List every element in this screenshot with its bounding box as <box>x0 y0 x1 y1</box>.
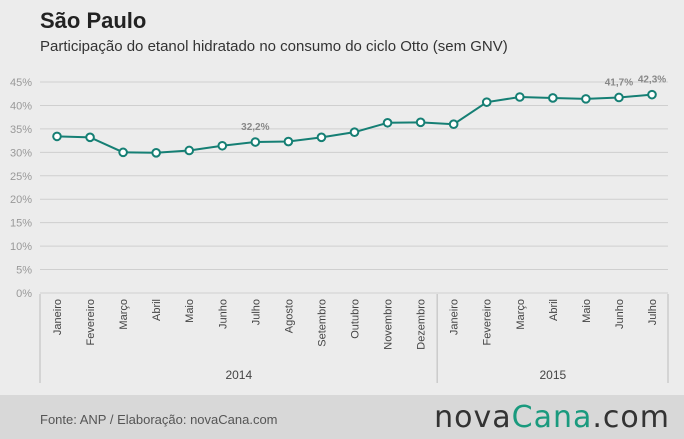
y-tick-label: 10% <box>10 241 32 253</box>
data-point <box>481 97 492 107</box>
brand-part-com: .com <box>592 400 670 435</box>
x-tick-label: Julho <box>647 299 659 325</box>
y-tick-label: 15% <box>10 218 32 230</box>
x-group-label: 2014 <box>225 368 252 382</box>
data-point <box>184 145 195 156</box>
x-tick-label: Fevereiro <box>85 299 97 345</box>
x-tick-label: Maio <box>184 299 196 323</box>
x-tick-label: Maio <box>581 299 593 323</box>
data-point <box>349 127 360 137</box>
y-tick-label: 45% <box>10 77 32 89</box>
y-tick-label: 40% <box>10 100 32 112</box>
y-tick-label: 25% <box>10 171 32 183</box>
data-point <box>382 117 393 128</box>
x-tick-label: Fevereiro <box>482 299 494 345</box>
data-point <box>448 119 459 129</box>
data-point <box>283 136 294 147</box>
y-tick-label: 5% <box>16 265 32 277</box>
y-tick-label: 35% <box>10 124 32 136</box>
x-tick-label: Abril <box>548 299 560 321</box>
data-label: 32,2% <box>241 122 269 133</box>
data-point <box>316 132 327 143</box>
data-point <box>217 140 228 151</box>
data-point <box>85 132 95 143</box>
x-tick-label: Novembro <box>383 299 395 350</box>
data-point <box>250 137 261 147</box>
series-line <box>56 93 653 154</box>
x-tick-label: Junho <box>614 299 626 329</box>
x-tick-label: Outubro <box>350 299 362 339</box>
data-point <box>548 93 558 103</box>
data-label: 41,7% <box>605 77 633 88</box>
x-group-label: 2015 <box>539 368 566 382</box>
brand-logo: novaCana.com <box>434 400 670 435</box>
brand-part-cana: Cana <box>511 400 593 435</box>
y-tick-label: 20% <box>10 194 32 206</box>
line-chart: 0% 5% 10% 15% 20% 25% 30% 35% 40% 45% 2014 2015 Jane… <box>10 75 669 383</box>
data-point <box>514 92 525 102</box>
source-note: Fonte: ANP / Elaboração: novaCana.com <box>40 412 278 427</box>
data-point <box>581 94 591 104</box>
data-point <box>415 117 426 128</box>
x-tick-label: Julho <box>250 299 262 325</box>
x-tick-label: Abril <box>151 299 163 321</box>
x-tick-label: Janeiro <box>449 299 461 335</box>
y-tick-label: 30% <box>10 147 32 159</box>
x-tick-label: Agosto <box>283 299 295 333</box>
x-tick-label: Setembro <box>316 299 328 347</box>
x-tick-label: Junho <box>217 299 229 329</box>
chart-title: São Paulo <box>40 8 147 33</box>
x-tick-label: Dezembro <box>416 299 428 350</box>
y-tick-label: 0% <box>16 288 32 300</box>
brand-part-nova: nova <box>434 400 512 435</box>
data-point <box>52 131 62 142</box>
data-point <box>151 148 161 158</box>
x-tick-label: Março <box>515 299 527 330</box>
data-point <box>647 89 657 100</box>
footer-bar: Fonte: ANP / Elaboração: novaCana.com no… <box>0 395 684 439</box>
chart-subtitle: Participação do etanol hidratado no cons… <box>40 38 508 55</box>
x-tick-label: Janeiro <box>52 299 64 335</box>
x-tick-label: Março <box>118 299 130 330</box>
data-point <box>614 92 624 103</box>
data-point <box>118 147 128 158</box>
data-label: 42,3% <box>638 75 666 86</box>
